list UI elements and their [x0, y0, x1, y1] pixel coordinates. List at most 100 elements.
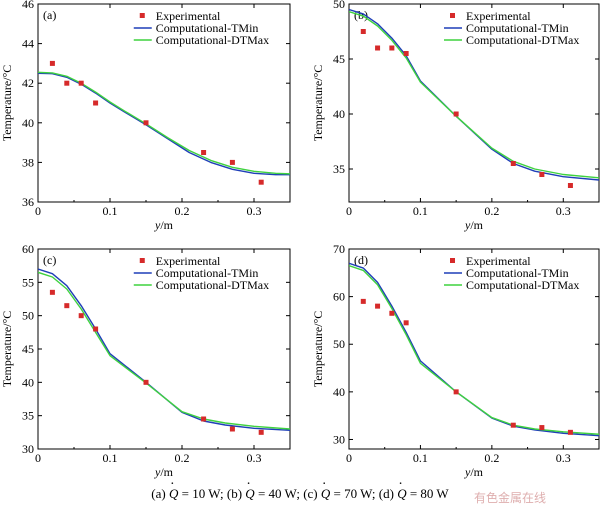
x-axis-label: y/m — [464, 218, 484, 232]
figure-caption: (a) Q = 10 W; (b) Q = 40 W; (c) Q = 70 W… — [0, 477, 600, 502]
legend-label: Computational-DTMax — [156, 278, 269, 292]
caption-label-d: (d) — [378, 486, 394, 501]
legend-label: Computational-DTMax — [466, 278, 579, 292]
experimental-point — [403, 51, 409, 56]
experimental-point — [375, 45, 381, 51]
y-axis-label: Temperature/°C — [0, 65, 14, 142]
experimental-point — [360, 29, 366, 34]
y-tick-label: 35 — [22, 409, 34, 423]
x-tick-label: 0 — [35, 451, 41, 465]
x-tick-label: 0.2 — [484, 451, 499, 465]
plot-data-c — [38, 268, 290, 435]
panel-label: (a) — [43, 8, 56, 22]
experimental-point — [229, 159, 235, 165]
y-tick-label: 50 — [22, 309, 34, 323]
legend-marker-experimental — [450, 13, 455, 18]
series-line-tmin — [38, 268, 290, 432]
legend-label: Experimental — [156, 9, 221, 23]
series-line-dtmax — [38, 271, 290, 430]
chart-panel-a: 0 0.1 0.2 0.3 36 38 40 42 44 46 y/m Temperature/°C (… — [0, 0, 291, 232]
y-tick-label: 46 — [22, 0, 34, 11]
experimental-point — [201, 416, 207, 422]
experimental-point — [49, 289, 55, 295]
experimental-point — [143, 120, 149, 126]
experimental-point — [64, 80, 70, 86]
experimental-point — [64, 303, 70, 309]
experimental-point — [78, 80, 84, 86]
y-tick-label: 60 — [333, 290, 345, 304]
legend-marker-experimental — [450, 258, 455, 263]
y-tick-label: 40 — [22, 375, 34, 389]
caption-value-a: = 10 W; — [181, 486, 227, 501]
y-tick-label: 38 — [22, 155, 34, 169]
y-tick-label: 60 — [22, 242, 34, 256]
plot-data-d — [349, 262, 599, 437]
y-axis-label: Temperature/°C — [311, 311, 325, 388]
legend-label: Experimental — [466, 9, 531, 23]
experimental-point — [143, 379, 149, 385]
y-tick-label: 50 — [333, 0, 345, 11]
caption-q-symbol-a: Q — [169, 477, 178, 502]
legend-label: Computational-DTMax — [466, 33, 579, 47]
series-line-tmin — [38, 72, 290, 176]
experimental-point — [539, 172, 545, 177]
experimental-point — [49, 60, 55, 66]
y-tick-label: 44 — [22, 37, 34, 51]
legend-label: Experimental — [466, 254, 531, 268]
x-tick-label: 0.2 — [175, 451, 190, 465]
x-tick-label: 0.3 — [556, 451, 571, 465]
experimental-point — [389, 310, 395, 316]
y-tick-label: 30 — [22, 442, 34, 456]
chart-panel-d: 0 0.1 0.2 0.3 30 40 50 60 70 y/m Temperature/°C (d)… — [311, 242, 600, 479]
experimental-point — [453, 389, 459, 395]
legend-marker-experimental — [139, 13, 145, 18]
y-tick-label: 35 — [333, 162, 345, 176]
caption-q-symbol-b: Q — [245, 477, 254, 502]
y-tick-label: 30 — [333, 432, 345, 446]
experimental-point — [389, 45, 395, 51]
legend-label: Computational-TMin — [156, 21, 259, 35]
x-tick-label: 0.2 — [175, 204, 190, 218]
experimental-point — [258, 179, 264, 185]
experimental-point — [360, 298, 366, 304]
caption-q-symbol-d: Q — [397, 477, 406, 502]
experimental-point — [567, 183, 573, 188]
caption-value-d: = 80 W — [409, 486, 449, 501]
watermark: 有色金属在线 — [474, 491, 547, 505]
x-tick-label: 0 — [35, 204, 41, 218]
x-tick-label: 0.3 — [247, 204, 262, 218]
experimental-point — [78, 313, 84, 319]
y-tick-label: 36 — [22, 195, 34, 209]
series-line-dtmax — [349, 11, 599, 179]
x-axis-label: y/m — [464, 465, 484, 479]
plot-frame-d — [348, 248, 600, 450]
x-tick-label: 0.2 — [484, 204, 499, 218]
y-tick-label: 70 — [333, 242, 345, 256]
legend-label: Computational-DTMax — [156, 33, 269, 47]
caption-value-c: = 70 W; — [333, 486, 379, 501]
plot-data-b — [349, 8, 599, 188]
legend-label: Experimental — [156, 254, 221, 268]
y-tick-label: 45 — [333, 52, 345, 66]
experimental-point — [453, 111, 459, 117]
x-tick-label: 0 — [346, 204, 352, 218]
legend-label: Computational-TMin — [466, 266, 569, 280]
x-tick-label: 0.1 — [413, 451, 428, 465]
experimental-point — [93, 326, 99, 332]
x-tick-label: 0.1 — [103, 204, 118, 218]
experimental-point — [258, 429, 264, 435]
caption-label-c: (c) — [303, 486, 318, 501]
experimental-point — [375, 303, 381, 309]
x-tick-label: 0.1 — [413, 204, 428, 218]
caption-label-a: (a) — [151, 486, 166, 501]
x-tick-label: 0.3 — [556, 204, 571, 218]
caption-value-b: = 40 W; — [257, 486, 304, 501]
x-axis-label: y/m — [154, 218, 174, 232]
legend-label: Computational-TMin — [156, 266, 259, 280]
experimental-point — [510, 422, 516, 428]
series-line-tmin — [349, 262, 599, 437]
y-tick-label: 55 — [22, 275, 34, 289]
y-tick-label: 42 — [22, 76, 34, 90]
